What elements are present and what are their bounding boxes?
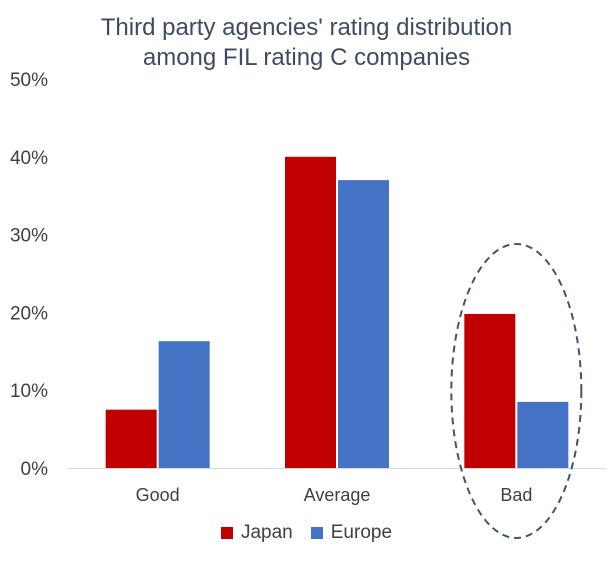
chart-title-line-2: among FIL rating C companies	[142, 44, 471, 71]
chart-title-line-1: Third party agencies' rating distributio…	[100, 14, 513, 41]
x-tick-label-good: Good	[136, 485, 180, 505]
x-tick-label-average: Average	[304, 485, 371, 505]
y-tick-label-20: 20%	[10, 303, 48, 324]
y-tick-label-10: 10%	[10, 381, 48, 402]
y-tick-label-30: 30%	[10, 226, 48, 247]
y-tick-label-40: 40%	[10, 148, 48, 169]
legend-swatch-europe	[310, 527, 323, 539]
bar-europe-bad	[517, 401, 569, 468]
legend-swatch-japan	[220, 527, 233, 539]
bar-japan-good	[105, 409, 157, 468]
y-tick-label-50: 50%	[10, 70, 48, 91]
y-tick-label-0: 0%	[21, 459, 49, 480]
legend-item-europe: Europe	[310, 522, 393, 544]
bar-japan-bad	[464, 313, 516, 468]
legend-label-japan: Japan	[240, 522, 293, 543]
chart-legend: Japan Europe	[0, 522, 613, 544]
bar-europe-good	[158, 341, 210, 468]
x-tick-label-bad: Bad	[500, 485, 532, 505]
highlight-ellipse-bad	[450, 243, 583, 539]
legend-label-europe: Europe	[330, 522, 393, 543]
bar-japan-average	[285, 156, 336, 469]
legend-item-japan: Japan	[220, 522, 293, 544]
bar-europe-average	[338, 180, 389, 468]
